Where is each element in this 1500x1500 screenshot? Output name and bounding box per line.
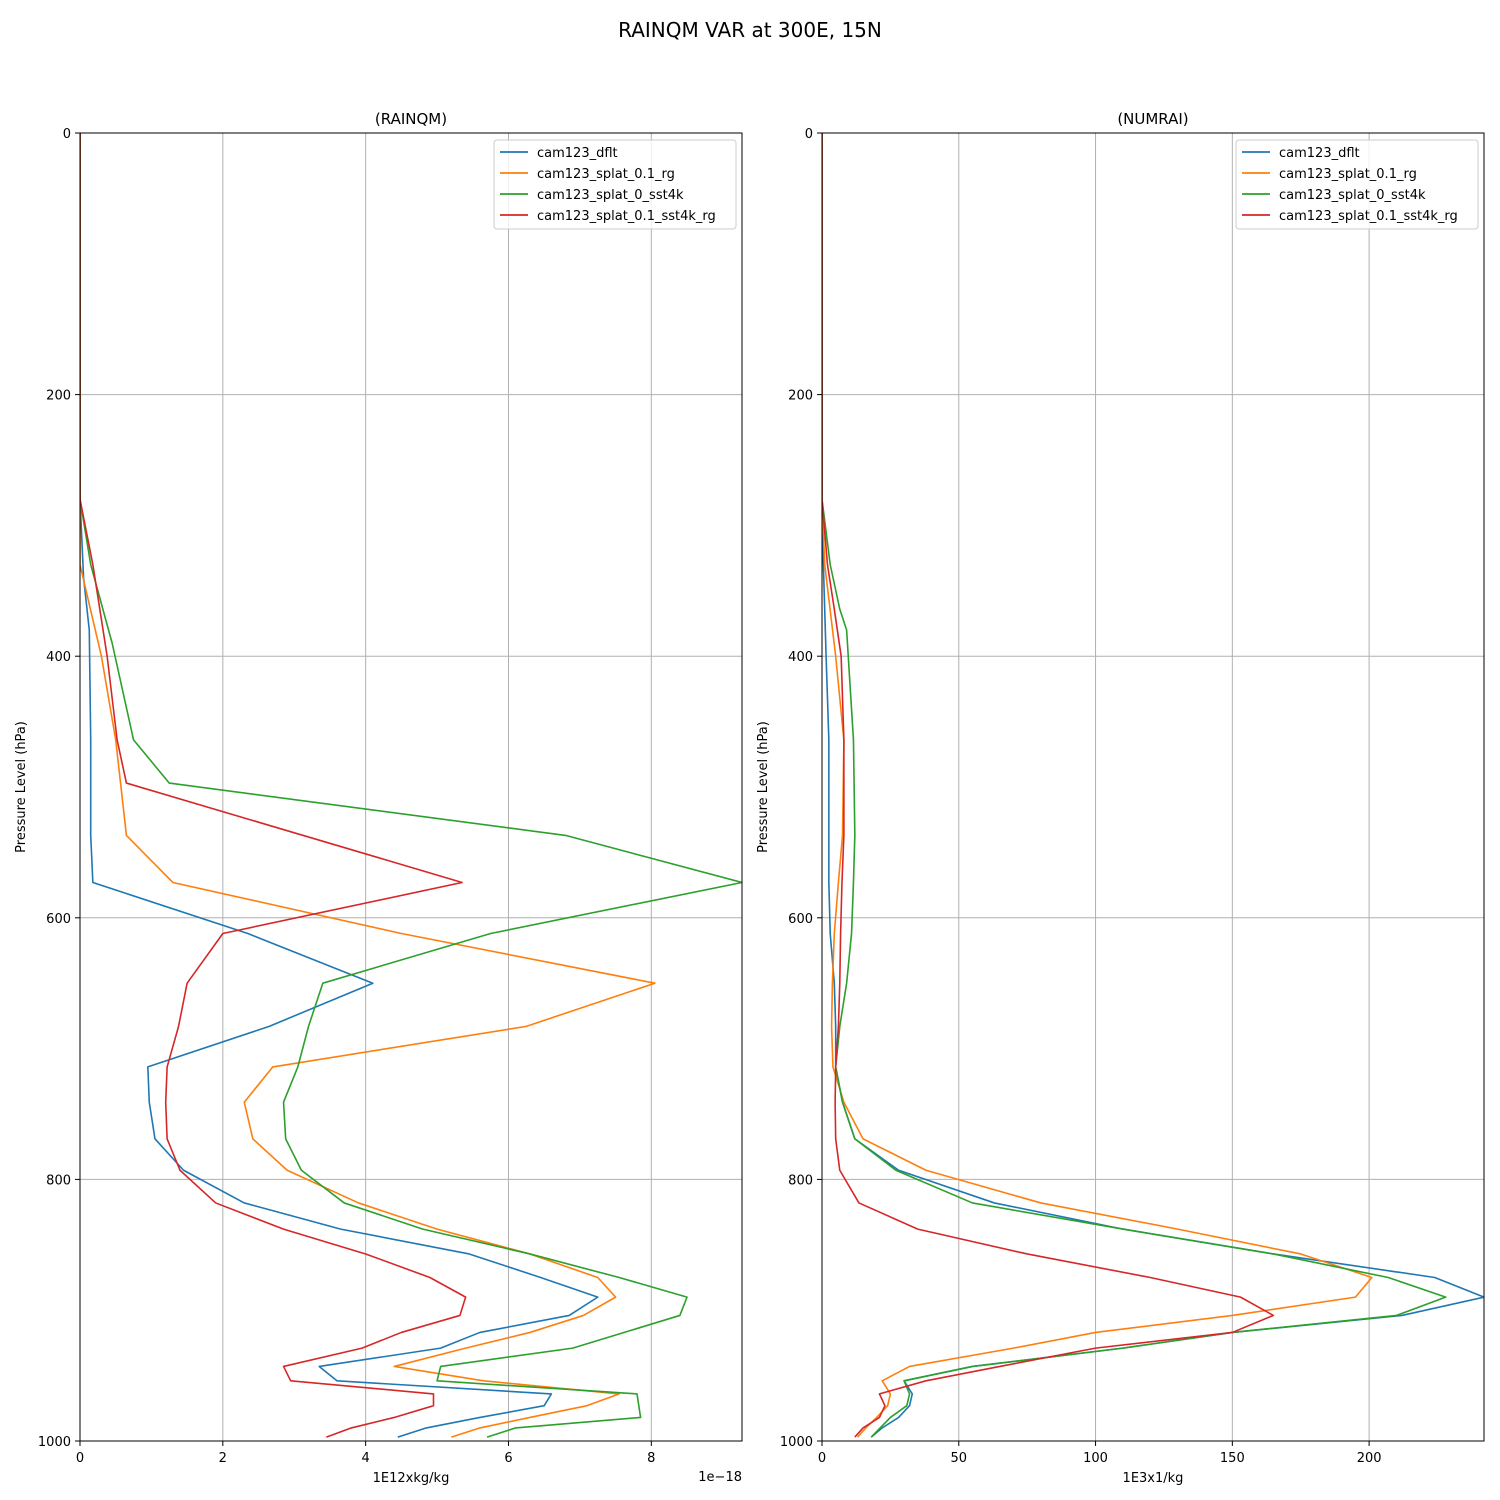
legend-entry: cam123_splat_0_sst4k: [537, 188, 684, 203]
legend-entry: cam123_splat_0.1_rg: [537, 167, 675, 182]
y-tick-label: 800: [46, 1173, 71, 1188]
legend: cam123_dflt cam123_splat_0.1_rg cam123_spl…: [493, 139, 737, 230]
series-line-cam123_splat_0.1_rg: [822, 133, 1373, 1438]
y-tick-label: 600: [788, 912, 813, 927]
y-tick-label: 400: [788, 650, 813, 665]
legend-entry: cam123_splat_0_sst4k: [1279, 188, 1426, 203]
series-line-cam123_splat_0.1_sst4k_rg: [80, 133, 467, 1438]
y-axis-label: Pressure Level (hPa): [756, 721, 771, 853]
y-tick-label: 200: [788, 389, 813, 404]
series-line-cam123_dflt: [80, 133, 599, 1438]
x-tick-label: 100: [1083, 1451, 1108, 1466]
axes-title: (NUMRAI): [1117, 110, 1188, 128]
legend-entry: cam123_splat_0.1_sst4k_rg: [537, 209, 716, 224]
x-tick-label: 0: [76, 1451, 84, 1466]
y-tick-label: 1000: [38, 1435, 71, 1450]
x-tick-label: 0: [818, 1451, 826, 1466]
figure-title: RAINQM VAR at 300E, 15N: [618, 18, 882, 42]
legend-entry: cam123_splat_0.1_rg: [1279, 167, 1417, 182]
x-tick-label: 150: [1220, 1451, 1245, 1466]
x-tick-label: 8: [647, 1451, 655, 1466]
y-tick-label: 800: [788, 1173, 813, 1188]
legend: cam123_dflt cam123_splat_0.1_rg cam123_spl…: [1235, 139, 1479, 230]
y-tick-label: 200: [46, 389, 71, 404]
y-tick-label: 400: [46, 650, 71, 665]
y-tick-label: 600: [46, 912, 71, 927]
legend-entry: cam123_dflt: [1279, 146, 1360, 161]
axes-numrai: 0 50 100 150 200 0 200 400 600 800 1000 (NUMRAI) 1E3…: [756, 110, 1485, 1486]
axes-title: (RAINQM): [375, 110, 447, 128]
legend-entry: cam123_splat_0.1_sst4k_rg: [1279, 209, 1458, 224]
x-tick-label: 4: [362, 1451, 370, 1466]
legend-entry: cam123_dflt: [537, 146, 618, 161]
y-tick-label: 1000: [780, 1435, 813, 1450]
x-tick-label: 2: [219, 1451, 227, 1466]
axes-rainqm: 0 2 4 6 8 0 200 400 600 800 1000 (RAINQM) 1E12xkg/kg…: [14, 110, 743, 1486]
y-axis-label: Pressure Level (hPa): [14, 721, 29, 853]
legend-frame: [1235, 139, 1479, 230]
legend-frame: [493, 139, 737, 230]
axes-frame: [79, 132, 743, 1442]
x-tick-label: 6: [504, 1451, 512, 1466]
x-axis-label: 1E12xkg/kg: [373, 1471, 450, 1486]
x-offset-label: 1e−18: [698, 1470, 742, 1485]
x-axis-label: 1E3x1/kg: [1123, 1471, 1184, 1486]
series-line-cam123_splat_0.1_sst4k_rg: [822, 133, 1275, 1438]
x-tick-label: 200: [1357, 1451, 1382, 1466]
y-tick-label: 0: [63, 127, 71, 142]
axes-frame: [821, 132, 1485, 1442]
series-line-cam123_splat_0_sst4k: [80, 133, 742, 1438]
y-tick-label: 0: [805, 127, 813, 142]
x-tick-label: 50: [951, 1451, 968, 1466]
